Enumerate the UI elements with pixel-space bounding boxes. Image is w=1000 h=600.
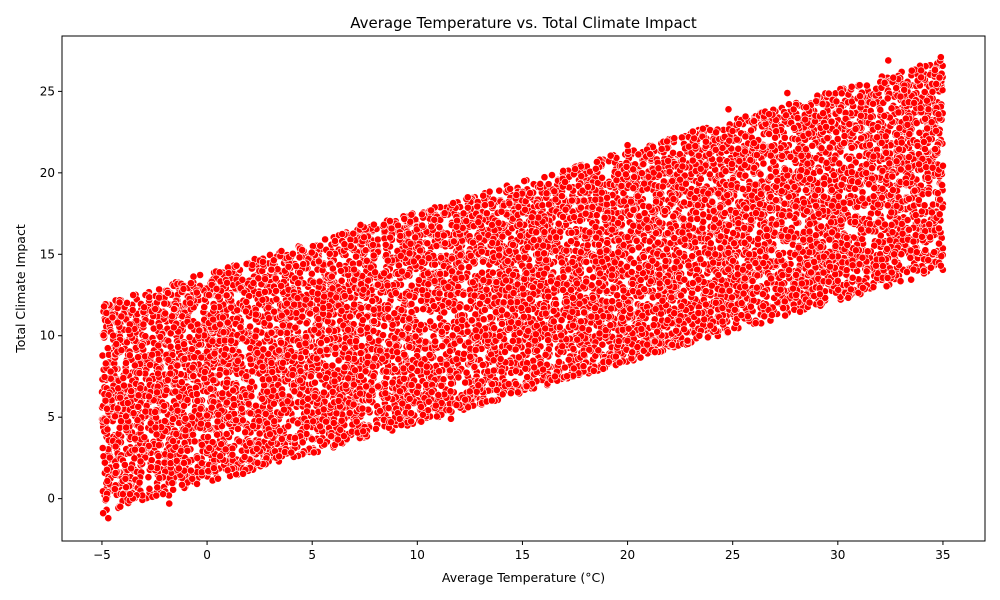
data-point [302,319,311,328]
data-point [147,456,156,465]
data-point [430,260,439,269]
data-point [751,319,760,327]
data-point [869,283,878,292]
data-point [103,344,112,353]
data-point [394,221,402,230]
data-point [559,167,568,175]
data-point [548,171,556,179]
data-point [447,379,456,388]
data-point [197,353,206,362]
data-point [924,105,933,114]
data-points [98,53,947,523]
data-point [307,269,316,278]
data-point [321,235,329,244]
data-point [540,173,549,182]
data-point [495,186,504,195]
data-point [882,282,891,291]
data-point [577,203,585,212]
data-point [196,271,204,279]
data-point [272,295,281,304]
chart-title: Average Temperature vs. Total Climate Im… [350,14,697,32]
data-point [234,425,242,433]
data-point [121,367,130,376]
data-point [920,88,929,96]
data-point [863,81,871,90]
data-point [669,148,677,157]
data-point [907,275,916,284]
data-point [678,133,686,142]
data-point [246,322,254,331]
data-point [705,170,714,179]
